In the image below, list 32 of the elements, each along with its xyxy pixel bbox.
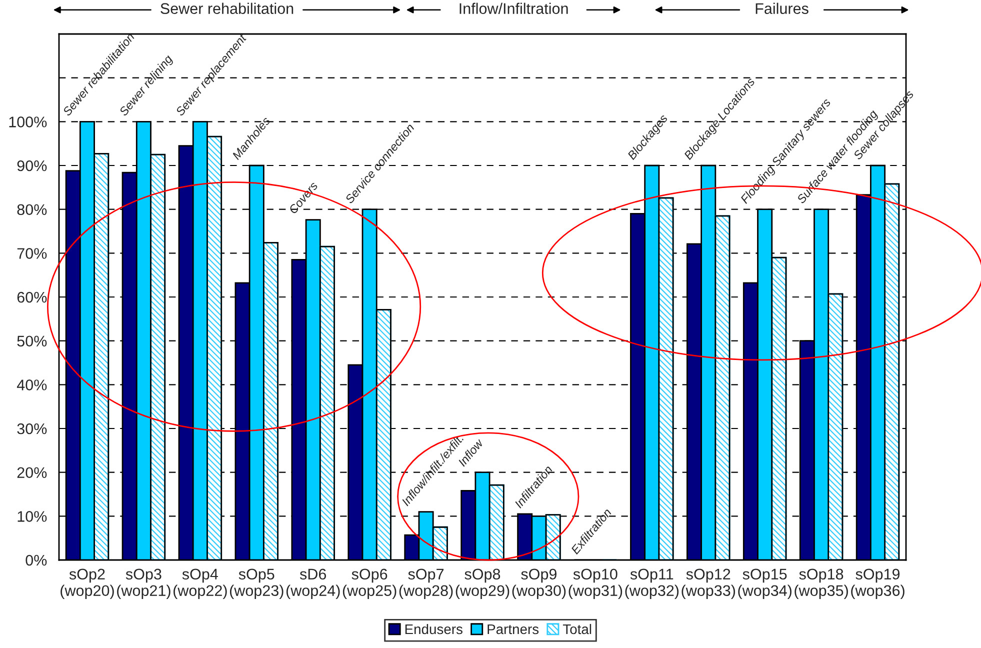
x-tick-label: sOp6 (wop25) <box>342 568 396 600</box>
x-tick-label: sD6 (wop24) <box>286 568 340 600</box>
x-tick-label: sOp5 (wop23) <box>230 568 284 600</box>
legend-label: Partners <box>488 624 539 634</box>
y-tick-label: 70% <box>17 248 47 259</box>
x-tick-label: sOp8 (wop29) <box>456 568 510 600</box>
legend-label: Endusers <box>405 624 462 634</box>
x-tick-label: sOp10 (wop31) <box>568 568 622 600</box>
x-tick-label: sOp4 (wop22) <box>174 568 227 600</box>
text: Inflow/Infiltration <box>460 2 568 14</box>
text: Sewer rehabilitation <box>160 2 294 14</box>
y-tick-label: 20% <box>17 467 47 478</box>
y-tick-label: 90% <box>17 160 47 172</box>
y-tick-label: 60% <box>17 292 47 303</box>
y-tick-label: 50% <box>17 336 47 347</box>
x-tick-label: sOp11 (wop32) <box>625 568 679 600</box>
x-tick-label: sOp19 (wop36) <box>851 568 904 600</box>
x-tick-label: sOp9 (wop30) <box>512 568 566 600</box>
x-tick-label: sOp2 (wop20) <box>60 568 114 600</box>
x-tick-label: sOp18 (wop35) <box>794 568 848 600</box>
x-tick-label: sOp3 (wop21) <box>117 568 170 600</box>
y-tick-label: 40% <box>16 380 47 390</box>
y-tick-label: 30% <box>17 423 47 434</box>
y-tick-label: 10% <box>18 511 47 522</box>
x-tick-label: sOp7 (wop28) <box>399 568 453 600</box>
legend-label: Total <box>562 624 592 634</box>
y-tick-label: 0% <box>26 554 47 566</box>
y-tick-label: 100% <box>9 116 47 128</box>
text: Failures <box>756 2 808 14</box>
x-tick-label: sOp12 (wop33) <box>682 568 736 600</box>
x-tick-label: sOp15 (wop34) <box>738 568 792 600</box>
y-tick-label: 80% <box>17 204 47 216</box>
